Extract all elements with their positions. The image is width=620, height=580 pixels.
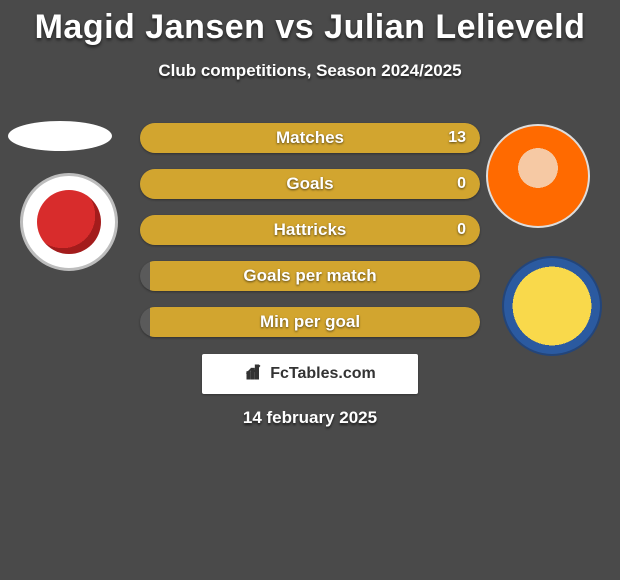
player1-name: Magid Jansen	[35, 8, 266, 46]
comparison-card: Magid Jansen vs Julian Lelieveld Club co…	[0, 0, 620, 580]
vs-label: vs	[275, 8, 314, 46]
page-title: Magid Jansen vs Julian Lelieveld	[0, 0, 620, 47]
stat-value-right: 13	[448, 123, 466, 153]
chart-icon	[244, 362, 264, 387]
stats-container: Matches13Goals0Hattricks0Goals per match…	[140, 123, 480, 353]
stat-label: Min per goal	[140, 307, 480, 337]
stat-label: Goals per match	[140, 261, 480, 291]
stat-label: Matches	[140, 123, 480, 153]
stat-row: Min per goal	[140, 307, 480, 337]
stat-value-right: 0	[457, 169, 466, 199]
stat-label: Hattricks	[140, 215, 480, 245]
brand-text: FcTables.com	[270, 365, 376, 383]
player2-name: Julian Lelieveld	[324, 8, 585, 46]
stat-value-right: 0	[457, 215, 466, 245]
stat-label: Goals	[140, 169, 480, 199]
date-label: 14 february 2025	[0, 408, 620, 428]
stat-row: Matches13	[140, 123, 480, 153]
brand-badge[interactable]: FcTables.com	[202, 354, 418, 394]
subtitle: Club competitions, Season 2024/2025	[0, 61, 620, 81]
stat-row: Hattricks0	[140, 215, 480, 245]
stat-row: Goals per match	[140, 261, 480, 291]
stat-row: Goals0	[140, 169, 480, 199]
player1-club-logo	[20, 173, 118, 271]
player1-avatar	[8, 121, 112, 151]
player2-avatar	[486, 124, 590, 228]
player2-club-logo	[502, 256, 602, 356]
